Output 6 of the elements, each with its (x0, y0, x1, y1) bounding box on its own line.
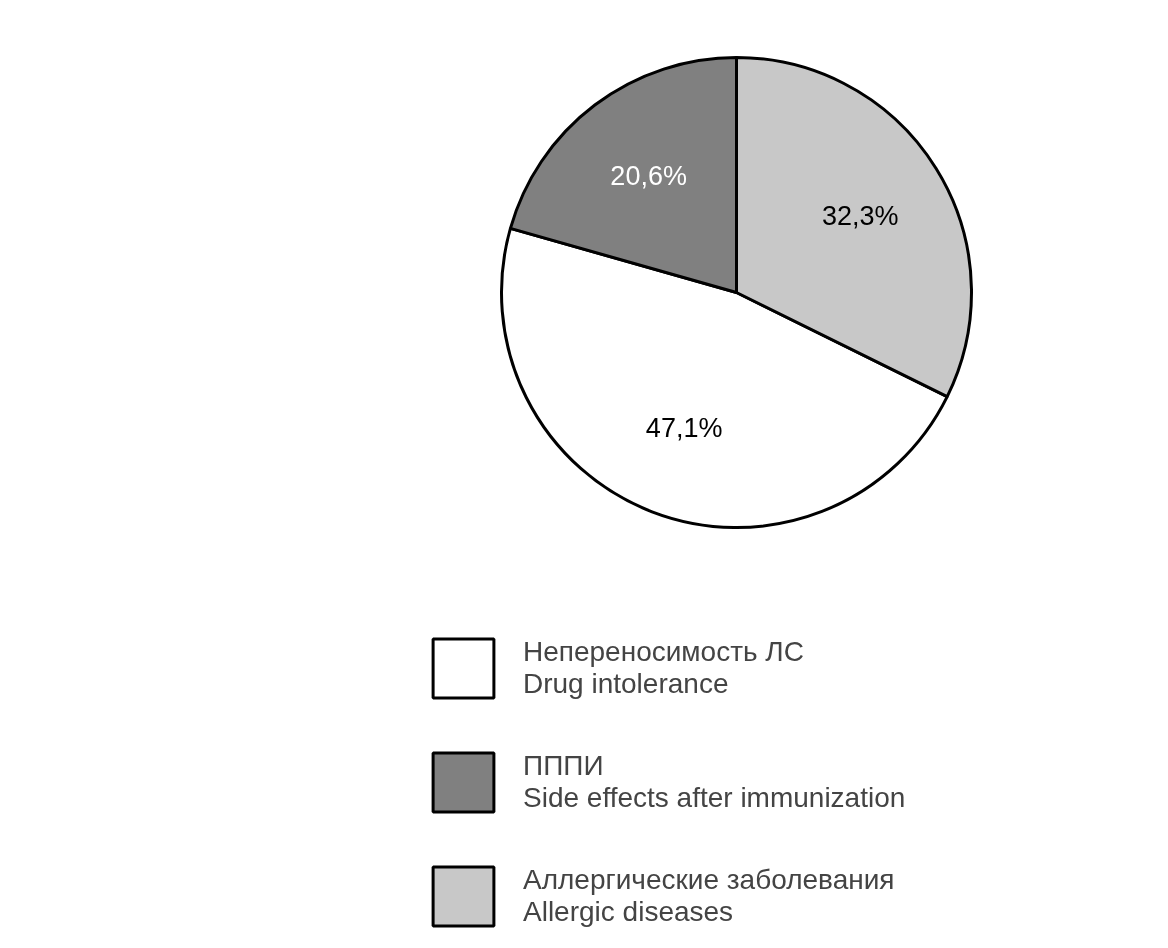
data-label: 47,1% (645, 413, 723, 444)
data-label: 20,6% (610, 161, 687, 192)
legend-label: Непереносимость ЛС Drug intolerance (523, 635, 804, 701)
legend-label: Аллергические заболевания Allergic diseases (523, 863, 895, 929)
legend-label: ПППИ Side effects after immunization (523, 749, 906, 815)
data-label: 32,3% (821, 200, 899, 231)
